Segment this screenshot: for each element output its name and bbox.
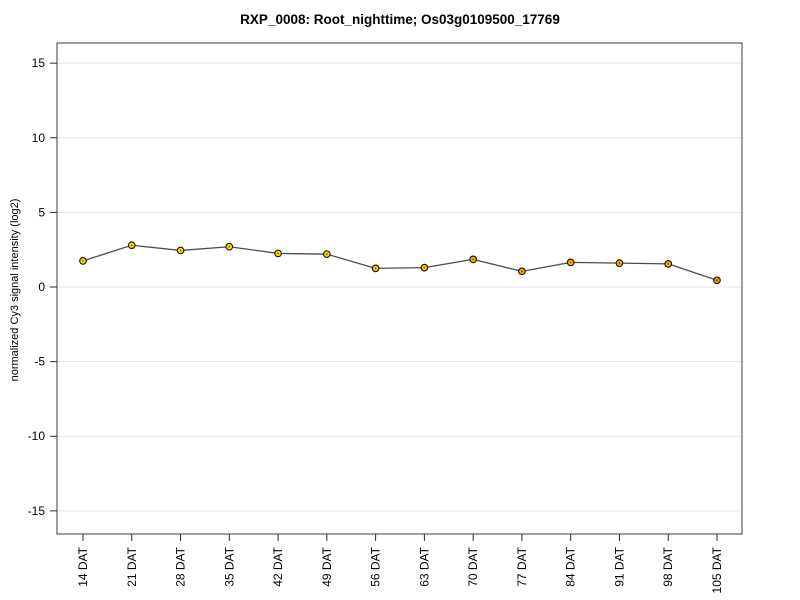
x-tick-label: 14 DAT xyxy=(76,546,90,586)
x-tick-label: 63 DAT xyxy=(417,546,431,586)
x-tick-label: 84 DAT xyxy=(564,546,578,586)
data-point-center xyxy=(228,245,231,248)
chart-plot-area: -15 -10 -5 0 5 10 15 14 DAT 21 DAT 28 DAT 35 DAT 42… xyxy=(28,42,743,593)
data-point-center xyxy=(130,244,133,247)
data-point-center xyxy=(82,259,84,262)
y-tick-label: 15 xyxy=(32,56,46,70)
x-tick-label: 56 DAT xyxy=(369,546,383,586)
data-point-center xyxy=(423,266,426,269)
data-point-center xyxy=(179,249,182,252)
series-line xyxy=(82,244,718,281)
data-point-center xyxy=(667,262,670,265)
data-point-center xyxy=(325,253,328,256)
y-tick-label: 10 xyxy=(32,131,46,145)
y-tick-label: -15 xyxy=(28,504,46,518)
data-point-center xyxy=(716,279,718,282)
x-tick-label: 77 DAT xyxy=(515,546,529,586)
x-tick-label: 98 DAT xyxy=(661,546,675,586)
data-point-center xyxy=(374,267,377,270)
data-point-center xyxy=(521,270,523,273)
x-tick-label: 49 DAT xyxy=(320,546,334,586)
y-axis-title: normalized Cy3 signal intensity (log2) xyxy=(9,199,21,382)
data-point-center xyxy=(618,262,621,265)
data-point-center xyxy=(277,252,279,255)
x-tick-label: 42 DAT xyxy=(271,546,285,586)
data-point-center xyxy=(569,261,572,264)
y-tick-label: 0 xyxy=(38,280,45,294)
plot-border xyxy=(56,42,743,535)
x-tick-label: 70 DAT xyxy=(466,546,480,586)
y-tick-label: 5 xyxy=(38,205,45,219)
x-tick-label: 35 DAT xyxy=(222,546,236,586)
x-tick-label: 91 DAT xyxy=(612,546,626,586)
chart-title: RXP_0008: Root_nighttime; Os03g0109500_1… xyxy=(240,12,560,27)
x-tick-label: 28 DAT xyxy=(174,546,188,586)
data-point-center xyxy=(472,258,475,261)
x-tick-label: 105 DAT xyxy=(710,546,724,593)
y-tick-label: -10 xyxy=(28,429,46,443)
x-tick-label: 21 DAT xyxy=(125,546,139,586)
y-tick-label: -5 xyxy=(34,355,45,369)
